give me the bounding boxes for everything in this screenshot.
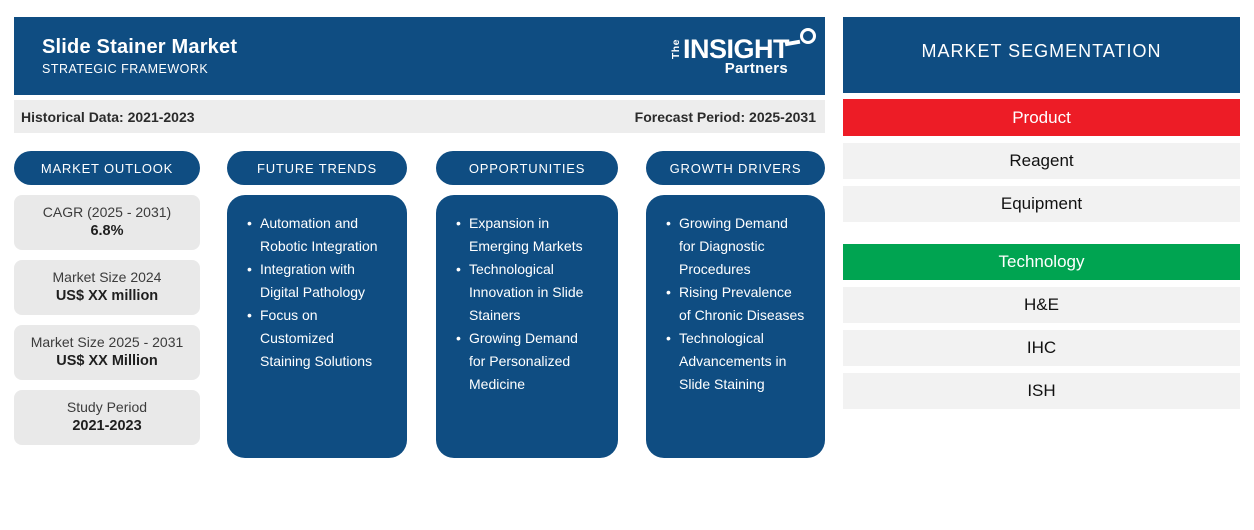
study-period-label: Study Period [66, 398, 148, 415]
market-size-2024-value: US$ XX million [55, 288, 159, 305]
market-size-2024-label: Market Size 2024 [52, 268, 162, 285]
header-titles: Slide Stainer Market STRATEGIC FRAMEWORK [42, 36, 237, 76]
list-item: Growing Demand for Diagnostic Procedures [666, 212, 806, 281]
market-segmentation-title: MARKET SEGMENTATION [843, 17, 1240, 93]
historical-data-label: Historical Data: 2021-2023 [21, 108, 195, 125]
list-item: Focus on Customized Staining Solutions [247, 304, 379, 373]
opportunities-pill: OPPORTUNITIES [436, 151, 618, 185]
growth-drivers-card: Growing Demand for Diagnostic Procedures… [646, 195, 825, 458]
market-size-2024-card: Market Size 2024 US$ XX million [14, 260, 200, 315]
header-banner: Slide Stainer Market STRATEGIC FRAMEWORK… [14, 17, 825, 95]
page-title: Slide Stainer Market [42, 36, 238, 58]
future-trends-card: Automation and Robotic Integration Integ… [227, 195, 407, 458]
growth-drivers-pill: GROWTH DRIVERS [646, 151, 825, 185]
segment-item-equipment: Equipment [843, 186, 1240, 222]
period-bar: Historical Data: 2021-2023 Forecast Peri… [14, 100, 825, 133]
framework-columns: MARKET OUTLOOK CAGR (2025 - 2031) 6.8% M… [14, 151, 825, 458]
cagr-value: 6.8% [90, 223, 124, 240]
study-period-value: 2021-2023 [72, 418, 142, 435]
list-item: Rising Prevalence of Chronic Diseases [666, 281, 806, 327]
opportunities-column: OPPORTUNITIES Expansion in Emerging Mark… [436, 151, 618, 458]
growth-drivers-column: GROWTH DRIVERS Growing Demand for Diagno… [646, 151, 825, 458]
insight-partners-logo: The INSIGHT Partners [669, 27, 816, 77]
logo-name-text: INSIGHT [682, 27, 816, 64]
list-item: Technological Advancements in Slide Stai… [666, 327, 806, 396]
list-item: Growing Demand for Personalized Medicine [456, 327, 596, 396]
market-size-forecast-label: Market Size 2025 - 2031 [30, 333, 184, 350]
segment-item-ish: ISH [843, 373, 1240, 409]
opportunities-card: Expansion in Emerging Markets Technologi… [436, 195, 618, 458]
forecast-period-label: Forecast Period: 2025-2031 [634, 108, 816, 125]
logo-prefix-text: The [669, 38, 682, 60]
page-subtitle: STRATEGIC FRAMEWORK [42, 62, 209, 76]
list-item: Integration with Digital Pathology [247, 258, 379, 304]
market-segmentation-panel: MARKET SEGMENTATION Product Reagent Equi… [843, 17, 1240, 409]
list-item: Technological Innovation in Slide Staine… [456, 258, 596, 327]
segment-category-technology: Technology [843, 244, 1240, 280]
segment-category-product: Product [843, 99, 1240, 136]
segment-item-he: H&E [843, 287, 1240, 323]
list-item: Expansion in Emerging Markets [456, 212, 596, 258]
future-trends-pill: FUTURE TRENDS [227, 151, 407, 185]
market-size-forecast-value: US$ XX Million [56, 353, 158, 370]
market-outlook-column: MARKET OUTLOOK CAGR (2025 - 2031) 6.8% M… [14, 151, 200, 458]
future-trends-list: Automation and Robotic Integration Integ… [247, 212, 399, 373]
opportunities-list: Expansion in Emerging Markets Technologi… [456, 212, 610, 396]
study-period-card: Study Period 2021-2023 [14, 390, 200, 445]
list-item: Automation and Robotic Integration [247, 212, 379, 258]
market-size-forecast-card: Market Size 2025 - 2031 US$ XX Million [14, 325, 200, 380]
logo-name-label: INSIGHT [682, 33, 790, 64]
logo-top-row: The INSIGHT [669, 27, 816, 64]
cagr-card: CAGR (2025 - 2031) 6.8% [14, 195, 200, 250]
segment-item-ihc: IHC [843, 330, 1240, 366]
logo-suffix-text: Partners [724, 59, 788, 77]
market-outlook-pill: MARKET OUTLOOK [14, 151, 200, 185]
magnifier-lens-icon [800, 27, 816, 44]
segmentation-group-product: Product Reagent Equipment [843, 99, 1240, 222]
cagr-label: CAGR (2025 - 2031) [42, 203, 172, 220]
growth-drivers-list: Growing Demand for Diagnostic Procedures… [666, 212, 817, 396]
future-trends-column: FUTURE TRENDS Automation and Robotic Int… [227, 151, 407, 458]
framework-section: Slide Stainer Market STRATEGIC FRAMEWORK… [14, 17, 825, 458]
segment-item-reagent: Reagent [843, 143, 1240, 179]
segmentation-group-technology: Technology H&E IHC ISH [843, 244, 1240, 409]
